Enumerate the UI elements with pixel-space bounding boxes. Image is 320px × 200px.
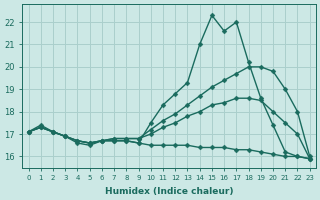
X-axis label: Humidex (Indice chaleur): Humidex (Indice chaleur) <box>105 187 233 196</box>
